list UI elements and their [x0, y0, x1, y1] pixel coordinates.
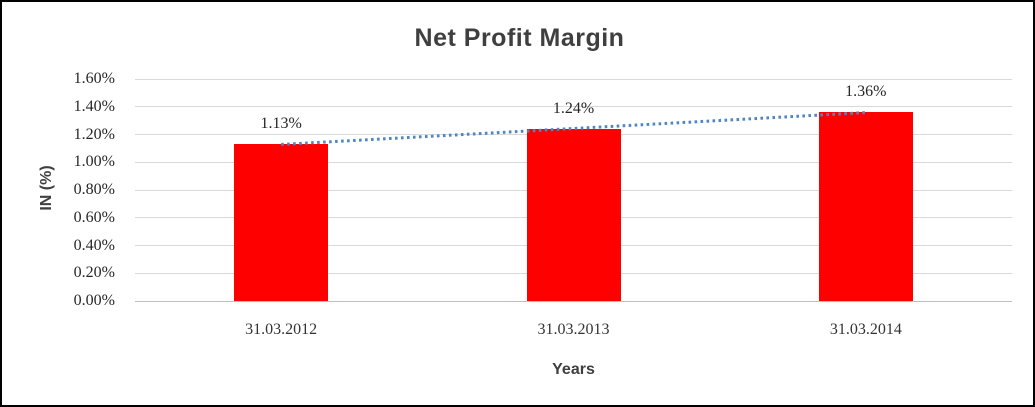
chart-title: Net Profit Margin: [414, 24, 625, 52]
y-tick-label: 1.60%: [73, 70, 115, 87]
x-category-label: 31.03.2014: [829, 321, 902, 338]
bar: [526, 128, 621, 301]
bar-data-label: 1.24%: [552, 99, 595, 117]
bar: [818, 112, 913, 301]
y-tick-label: 0.80%: [73, 181, 115, 198]
y-tick-label: 1.20%: [73, 125, 115, 143]
gridline: [135, 106, 1012, 108]
x-axis-title: Years: [552, 361, 595, 378]
bar: [234, 144, 329, 301]
y-tick-label: 1.00%: [73, 153, 115, 171]
gridline: [135, 78, 1012, 80]
bar-data-label: 1.13%: [260, 115, 302, 133]
y-tick-label: 1.40%: [73, 97, 115, 115]
x-category-label: 31.03.2012: [245, 321, 318, 338]
x-category-label: 31.03.2013: [537, 321, 610, 338]
y-tick-label: 0.40%: [73, 236, 115, 254]
y-tick-label: 0.60%: [73, 208, 115, 226]
x-axis-line: [135, 300, 1012, 302]
y-tick-label: 0.00%: [73, 292, 115, 309]
bar-data-label: 1.36%: [845, 83, 887, 101]
y-tick-label: 0.20%: [73, 264, 115, 282]
